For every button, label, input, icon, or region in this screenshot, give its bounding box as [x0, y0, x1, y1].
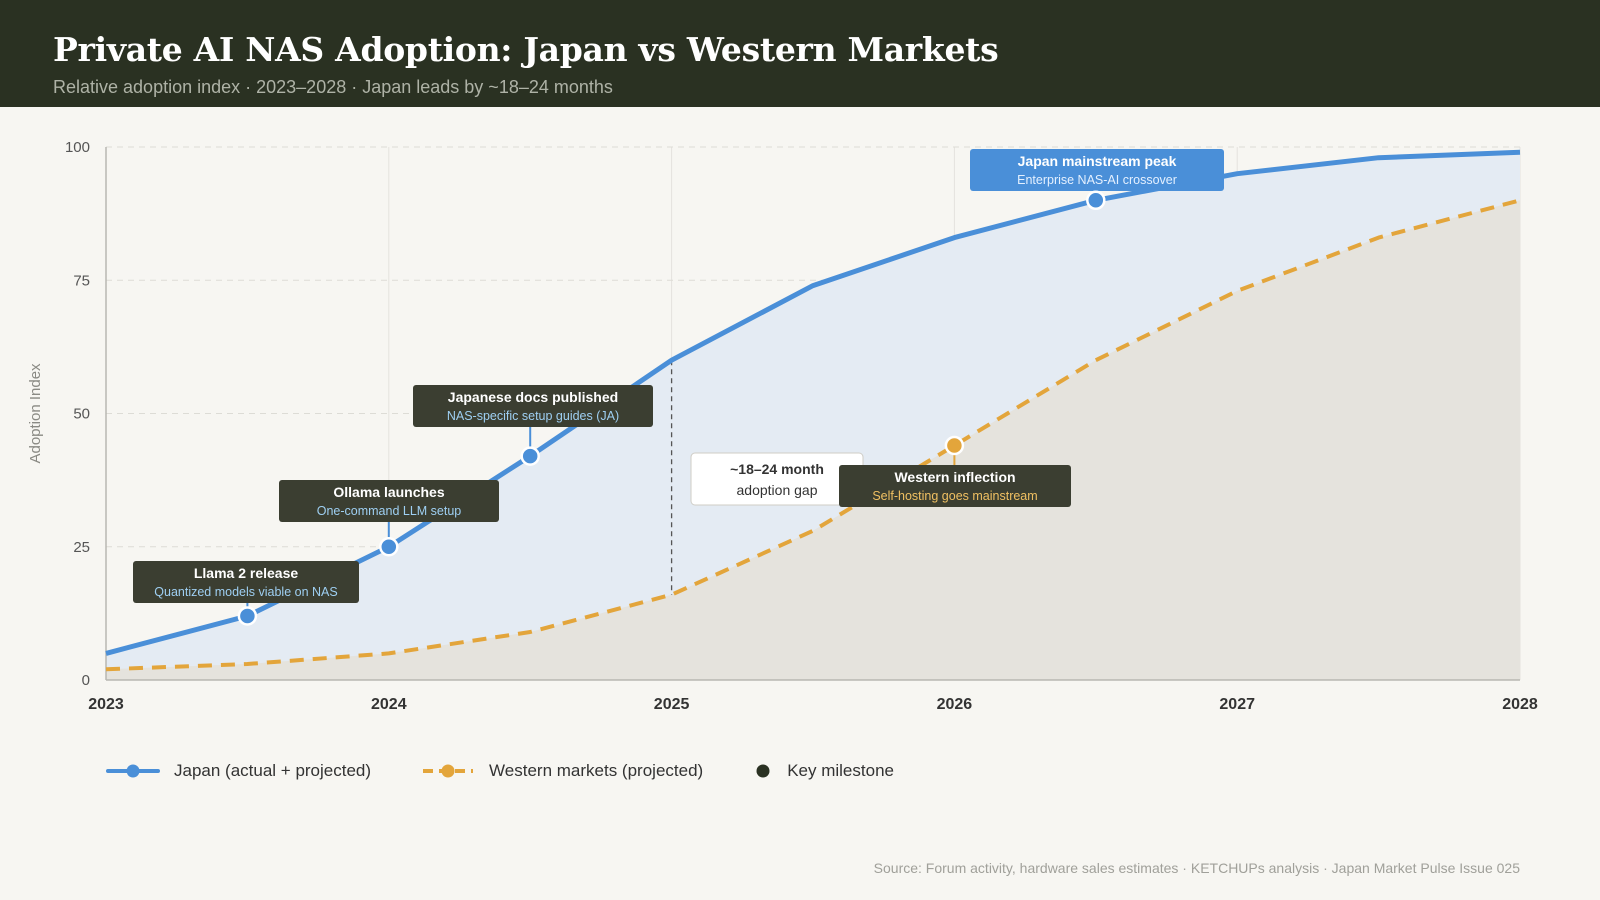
gap-callout-title: ~18–24 month — [730, 461, 824, 477]
milestone-label-box — [839, 465, 1071, 507]
milestone-title: Ollama launches — [333, 484, 444, 500]
x-tick-label: 2025 — [654, 696, 690, 713]
milestone-title: Western inflection — [894, 469, 1015, 485]
milestone-marker — [520, 446, 540, 466]
milestone-marker — [944, 435, 965, 456]
milestone-label-box — [279, 480, 499, 522]
milestone-annotation: Western inflection Self-hosting goes main… — [839, 435, 1071, 507]
x-tick-label: 2028 — [1502, 696, 1538, 713]
y-tick-label: 50 — [73, 406, 90, 423]
legend-label-japan: Japan (actual + projected) — [174, 761, 372, 780]
legend-item-japan: Japan (actual + projected) — [106, 761, 371, 781]
y-tick-label: 75 — [73, 272, 90, 289]
milestone-subtitle: Self-hosting goes mainstream — [872, 489, 1037, 503]
milestone-subtitle: One-command LLM setup — [317, 504, 462, 518]
western-dashed-line-icon — [423, 764, 474, 778]
western-series-line — [105, 198, 1521, 672]
legend-label-western: Western markets (projected) — [489, 761, 704, 780]
milestone-annotation: Ollama launches One-command LLM setup — [279, 480, 499, 557]
legend-item-milestone: Key milestone — [753, 761, 894, 781]
milestone-label-box — [413, 385, 653, 427]
milestone-annotation: Japanese docs published NAS-specific setu… — [413, 385, 653, 466]
milestone-label-box — [133, 561, 359, 603]
milestone-dot-icon — [756, 764, 770, 778]
milestone-subtitle: Quantized models viable on NAS — [154, 585, 337, 599]
x-tick-label: 2024 — [371, 696, 407, 713]
chart-legend: Japan (actual + projected) Western marke… — [106, 758, 944, 784]
y-tick-label: 100 — [65, 139, 90, 156]
milestone-subtitle: Enterprise NAS-AI crossover — [1017, 173, 1177, 187]
milestone-title: Llama 2 release — [194, 565, 299, 581]
y-axis-label: Adoption Index — [27, 363, 44, 464]
page-title: Private AI NAS Adoption: Japan vs Wester… — [53, 30, 999, 69]
milestone-title: Japan mainstream peak — [1018, 153, 1177, 169]
x-tick-label: 2023 — [88, 696, 124, 713]
western-area-fill — [106, 200, 1520, 681]
milestone-subtitle: NAS-specific setup guides (JA) — [447, 409, 619, 423]
legend-item-western: Western markets (projected) — [421, 761, 703, 781]
y-tick-label: 25 — [73, 539, 90, 556]
milestone-marker — [237, 606, 258, 626]
milestone-label-box — [970, 149, 1224, 191]
y-tick-label: 0 — [82, 672, 90, 689]
milestone-annotation: Japan mainstream peak Enterprise NAS-AI c… — [970, 149, 1224, 211]
page-subtitle: Relative adoption index · 2023–2028 · Ja… — [53, 77, 613, 97]
x-tick-label: 2026 — [937, 696, 973, 713]
milestone-marker — [379, 537, 399, 557]
gap-callout-subtitle: adoption gap — [737, 482, 818, 498]
x-tick-label: 2027 — [1219, 696, 1255, 713]
japan-line-icon — [106, 764, 160, 778]
source-note: Source: Forum activity, hardware sales e… — [873, 860, 1520, 876]
legend-label-milestone: Key milestone — [787, 761, 894, 780]
milestone-title: Japanese docs published — [448, 389, 618, 405]
header-bar: Private AI NAS Adoption: Japan vs Wester… — [0, 0, 1600, 107]
milestone-annotation: Llama 2 release Quantized models viable o… — [133, 561, 359, 626]
milestone-marker — [1086, 190, 1106, 211]
